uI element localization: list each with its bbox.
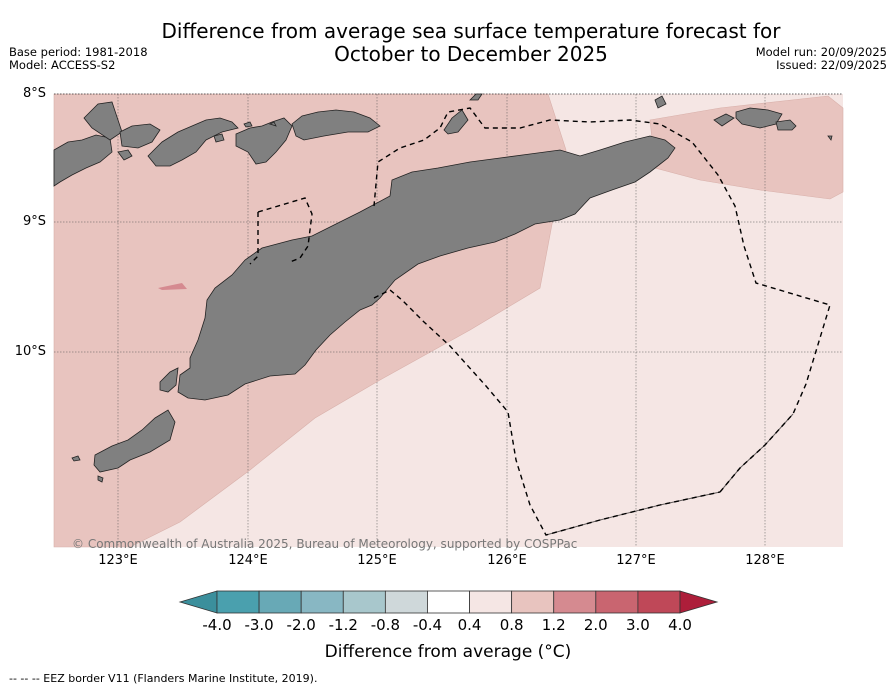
- base-period: Base period: 1981-2018: [9, 45, 148, 59]
- colorbar-tick-label: 1.2: [541, 616, 566, 634]
- colorbar-tick-label: 3.0: [625, 616, 650, 634]
- colorbar-over-triangle: [679, 590, 719, 614]
- leti-island: [713, 113, 735, 127]
- model-run: Model run: 20/09/2025: [755, 45, 887, 59]
- small-islet-b: [213, 133, 225, 143]
- rote-island: [93, 409, 176, 473]
- pantar-island: [235, 117, 293, 165]
- semau-island: [159, 367, 179, 393]
- colorbar-tick-label: -4.0: [202, 616, 232, 634]
- lon-label-126e: 126°E: [487, 553, 527, 568]
- wetar-tip: [469, 93, 483, 101]
- eez-footer-note: -- -- -- EEZ border V11 (Flanders Marine…: [9, 672, 318, 685]
- lat-label-9s: 9°S: [22, 214, 46, 229]
- small-islet-e: [827, 135, 833, 141]
- colorbar-box: [216, 590, 260, 614]
- small-islet-d: [243, 121, 253, 128]
- anomaly-patch-warm: [158, 283, 187, 290]
- colorbar-tick-label: -0.8: [370, 616, 400, 634]
- colorbar-box: [342, 590, 386, 614]
- colorbar-box: [595, 590, 639, 614]
- lat-label-10s: 10°S: [14, 344, 46, 359]
- lakor-island: [775, 119, 797, 131]
- colorbar-tick-label: -3.0: [244, 616, 274, 634]
- small-islet-c: [268, 121, 277, 127]
- meta-left: Base period: 1981-2018 Model: ACCESS-S2: [9, 46, 148, 72]
- colorbar-under-triangle: [178, 590, 218, 614]
- adonara-island: [119, 123, 161, 149]
- lon-label-127e: 127°E: [616, 553, 656, 568]
- atauro-island: [443, 109, 469, 135]
- colorbar: [178, 590, 719, 614]
- small-islet-a: [117, 149, 133, 161]
- solor-island: [83, 101, 123, 141]
- flores-east: [53, 134, 113, 187]
- colorbar-box: [511, 590, 555, 614]
- colorbar-tick-label: -0.4: [412, 616, 443, 634]
- alor-island: [291, 109, 381, 141]
- meta-right: Model run: 20/09/2025 Issued: 22/09/2025: [756, 46, 887, 72]
- lembata-island: [147, 117, 239, 167]
- land: [53, 93, 833, 483]
- map-title: Difference from average sea surface temp…: [0, 20, 896, 66]
- model-name: Model: ACCESS-S2: [9, 58, 116, 72]
- colorbar-box: [384, 590, 428, 614]
- lon-label-123e: 123°E: [98, 553, 138, 568]
- ndao-islet: [71, 455, 81, 462]
- colorbar-tick-label: 0.4: [457, 616, 482, 634]
- title-line-1: Difference from average sea surface temp…: [161, 19, 781, 43]
- colorbar-box: [427, 590, 470, 614]
- anomaly-region-northeast: [649, 95, 844, 200]
- kisar-island: [654, 95, 667, 109]
- lon-label-124e: 124°E: [228, 553, 268, 568]
- colorbar-tick-label: -1.2: [328, 616, 358, 634]
- small-islet-rote: [97, 475, 104, 483]
- title-line-2: October to December 2025: [334, 42, 608, 66]
- moa-island: [735, 107, 783, 129]
- colorbar-box: [553, 590, 597, 614]
- colorbar-box: [637, 590, 681, 614]
- colorbar-title: Difference from average (°C): [324, 642, 572, 662]
- colorbar-tick-label: 4.0: [668, 616, 692, 634]
- colorbar-tick-label: 0.8: [499, 616, 524, 634]
- eez-border-solid: [545, 413, 794, 536]
- colorbar-box: [258, 590, 302, 614]
- colorbar-box: [469, 590, 513, 614]
- lat-label-8s: 8°S: [22, 86, 46, 101]
- colorbar-box: [300, 590, 344, 614]
- timor-island: [177, 135, 676, 401]
- colorbar-tick-label: -2.0: [286, 616, 316, 634]
- lon-label-125e: 125°E: [357, 553, 397, 568]
- colorbar-tick-label: 2.0: [583, 616, 608, 634]
- copyright-watermark: © Commonwealth of Australia 2025, Bureau…: [72, 537, 578, 551]
- issued-date: Issued: 22/09/2025: [776, 58, 887, 72]
- lon-label-128e: 128°E: [745, 553, 785, 568]
